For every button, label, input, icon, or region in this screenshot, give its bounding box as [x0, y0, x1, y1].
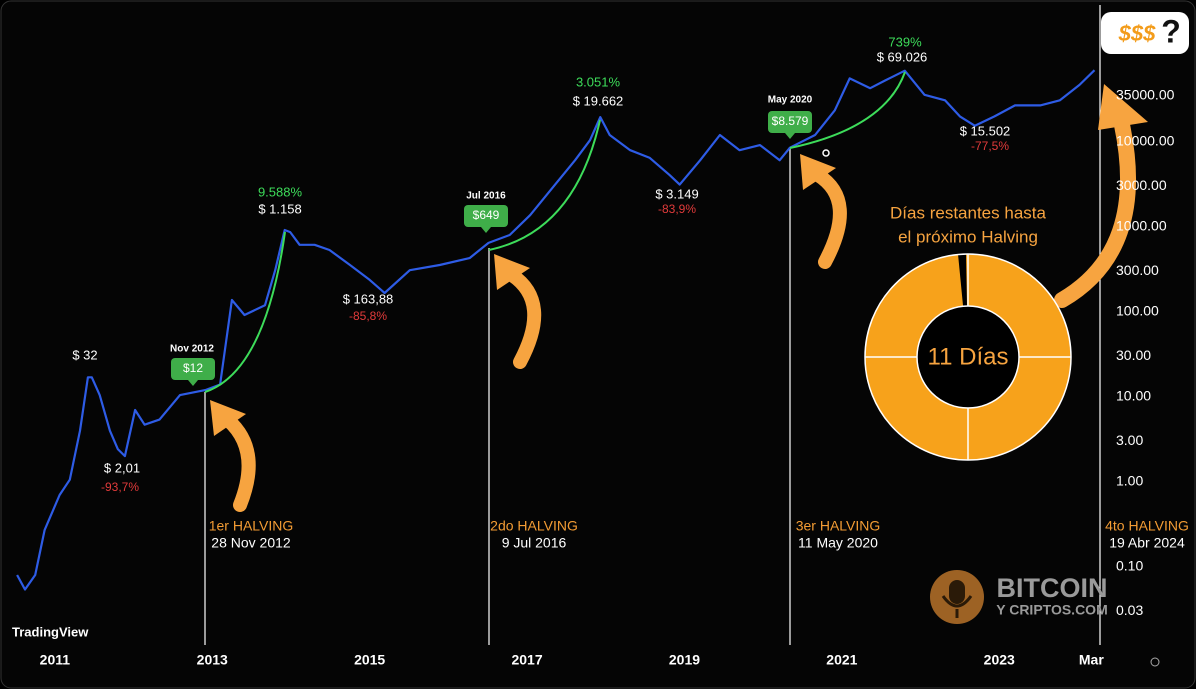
annotation: $ 3.149 — [655, 186, 698, 201]
countdown-value: 11 Días — [928, 343, 1009, 370]
annotation: 739% — [888, 34, 922, 49]
y-tick-label: 3000.00 — [1116, 177, 1167, 193]
annotation: May 2020 — [768, 95, 813, 106]
halving-date: 19 Abr 2024 — [1109, 535, 1185, 551]
y-tick-label: 0.10 — [1116, 557, 1143, 573]
y-tick-label: 0.03 — [1116, 602, 1143, 618]
x-tick-label: 2017 — [511, 652, 542, 668]
badge — [171, 358, 215, 380]
halving-label: 1er HALVING — [209, 518, 294, 534]
arrow-head — [210, 400, 246, 436]
badge — [464, 205, 508, 227]
annotation: -83,9% — [658, 202, 696, 216]
x-tick-label: 2015 — [354, 652, 385, 668]
annotation: $ 19.662 — [573, 93, 624, 108]
arrow — [811, 168, 847, 269]
annotation: $ 2,01 — [104, 460, 140, 475]
arrows — [210, 84, 1148, 512]
x-tick-label: 2023 — [984, 652, 1015, 668]
price-badge — [1101, 12, 1189, 54]
donut — [864, 253, 1072, 461]
y-tick-label: 10.00 — [1116, 388, 1151, 404]
x-tick-label: Mar — [1079, 652, 1104, 668]
settings-icon — [1150, 657, 1160, 667]
y-tick-label: 3.00 — [1116, 432, 1143, 448]
donut-outline — [916, 305, 1020, 409]
arrow-head — [1098, 84, 1148, 130]
x-tick-label: 2021 — [826, 652, 857, 668]
x-tick-label: 2019 — [669, 652, 700, 668]
cursor-dot — [822, 149, 830, 157]
donut-outline — [864, 253, 1072, 461]
badge-label: $649 — [473, 208, 500, 222]
annotation: $ 163,88 — [343, 291, 394, 306]
channel-logo — [930, 570, 984, 624]
badge-pointer — [188, 380, 198, 386]
annotation: -85,8% — [349, 309, 387, 323]
annotation: 9.588% — [258, 184, 303, 199]
logo-mic — [949, 580, 965, 604]
y-tick-label: 35000.00 — [1116, 86, 1175, 102]
growth-curve — [488, 119, 601, 251]
logo-mic-stand — [941, 595, 973, 618]
badge-mark: ? — [1161, 13, 1181, 49]
y-tick-label: 1000.00 — [1116, 218, 1167, 234]
growth-curve — [204, 231, 286, 393]
halving-date: 11 May 2020 — [798, 535, 878, 551]
arrow — [1054, 117, 1136, 308]
badge-label: $8.579 — [772, 114, 809, 128]
line-layer — [16, 69, 1096, 591]
logo-text: Y CRIPTOS.COM — [996, 602, 1108, 618]
badge-label: $12 — [183, 361, 203, 375]
y-tick-label: 300.00 — [1116, 262, 1159, 278]
x-tick-label: 2011 — [40, 652, 71, 668]
halving-label: 4to HALVING — [1105, 518, 1189, 534]
annotation: Nov 2012 — [170, 344, 214, 355]
badge-pointer — [785, 133, 795, 139]
y-tick-label: 100.00 — [1116, 303, 1159, 319]
y-tick-label: 1.00 — [1116, 473, 1143, 489]
arrow — [505, 268, 542, 369]
halving-label: 2do HALVING — [490, 518, 578, 534]
arrow-head — [800, 154, 836, 190]
annotation: $ 32 — [72, 347, 97, 362]
annotation: -77,5% — [971, 139, 1009, 153]
growth-curve — [789, 71, 906, 149]
halving-date: 9 Jul 2016 — [502, 535, 567, 551]
annotation: 3.051% — [576, 74, 621, 89]
arrow-head — [494, 254, 530, 290]
annotation: $ 15.502 — [960, 123, 1011, 138]
halving-date: 28 Nov 2012 — [211, 535, 291, 551]
countdown-title: Días restantes hasta — [890, 203, 1046, 222]
annotation: $ 1.158 — [258, 201, 301, 216]
y-tick-label: 30.00 — [1116, 347, 1151, 363]
annotation: Jul 2016 — [466, 191, 506, 202]
price-line — [16, 69, 1096, 591]
annotation: $ 69.026 — [877, 49, 928, 64]
countdown-title: el próximo Halving — [898, 227, 1038, 246]
x-tick-label: 2013 — [197, 652, 228, 668]
platform-logo: TradingView — [12, 624, 89, 639]
arrow — [221, 413, 256, 512]
halving-label: 3er HALVING — [796, 518, 881, 534]
badge-signs: $$$ — [1118, 21, 1156, 46]
badge-pointer — [481, 227, 491, 233]
badge — [768, 111, 812, 133]
logo-text: BITCOIN — [997, 573, 1108, 603]
annotation: -93,7% — [101, 480, 139, 494]
donut-hole — [917, 306, 1019, 408]
y-tick-label: 10000.00 — [1116, 133, 1175, 149]
